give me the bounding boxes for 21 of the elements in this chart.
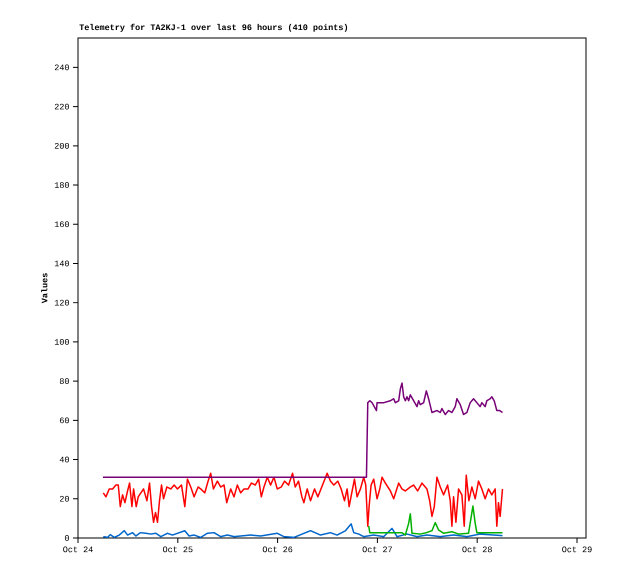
y-tick-label: 120 [54, 300, 69, 306]
y-axis-title: Values [41, 273, 48, 304]
x-tick-label: Oct 24 [63, 546, 93, 552]
y-tick-label: 60 [60, 417, 69, 424]
y-tick-label: 220 [54, 104, 69, 110]
y-tick-label: 20 [60, 496, 69, 502]
x-tick-label: Oct 26 [262, 546, 292, 552]
y-tick-label: 0 [64, 535, 69, 541]
x-tick-label: Oct 28 [462, 546, 492, 552]
x-tick-label: Oct 29 [562, 546, 592, 552]
y-tick-label: 160 [54, 221, 69, 228]
y-tick-label: 200 [54, 142, 69, 149]
y-tick-label: 80 [60, 378, 69, 384]
x-tick-label: Oct 25 [162, 546, 193, 552]
y-tick-label: 40 [60, 456, 69, 462]
x-tick-label: Oct 27 [362, 546, 392, 552]
y-tick-label: 240 [54, 64, 69, 70]
y-tick-label: 100 [54, 339, 69, 345]
y-tick-label: 180 [54, 182, 69, 188]
chart-title: Telemetry for TA2KJ-1 over last 96 hours (410 points) [79, 24, 348, 32]
y-tick-label: 140 [54, 260, 69, 266]
